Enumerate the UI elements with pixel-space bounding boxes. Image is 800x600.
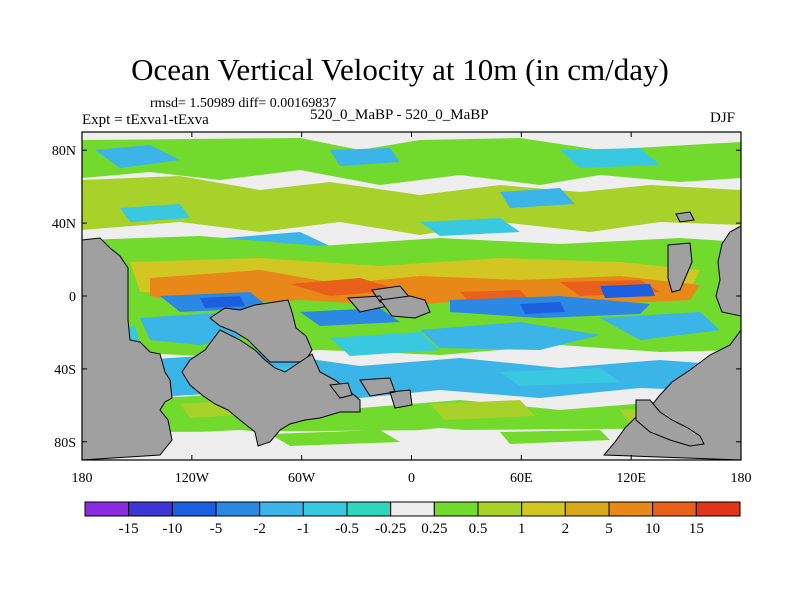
field-south-tropics-cyan [140,312,720,350]
x-tick-label: 60W [288,471,316,486]
land-western-continent [82,237,173,460]
colorbar-label: 1 [518,521,526,537]
y-tick-label: 80S [54,436,76,451]
colorbar-swatch [695,501,741,517]
colorbar-label: -0.5 [335,521,359,537]
colorbar-label: 5 [605,521,613,537]
x-tick-label: 180 [72,471,93,486]
field-equator-blue [160,292,650,326]
colorbar-swatch [433,501,479,517]
field-equator-darkblue [200,284,655,314]
colorbar-label: 2 [562,521,570,537]
colorbar-label: -1 [297,521,310,537]
land-southeast-shelf [635,399,705,447]
land-eastern-peninsula [667,242,693,293]
y-tick-label: 0 [69,290,76,305]
field-band-north-2 [82,176,741,235]
land-north-island [675,211,695,223]
colorbar-label: -15 [119,521,139,537]
field-south-tropics-aqua [100,326,440,356]
colorbar-swatch [215,501,261,517]
stats-label: rmsd= 1.50989 diff= 0.00169837 [150,96,337,111]
colorbar-label: 0.25 [421,521,447,537]
colorbar-swatch [564,501,610,517]
colorbar-swatch [390,501,435,517]
colorbar-swatch [259,501,304,517]
colorbar-label: -0.25 [375,521,406,537]
y-axis: 80N 40N 0 40S 80S [52,144,741,451]
land-eastern-continent [715,225,741,317]
x-tick-label: 0 [408,471,415,486]
x-tick-label: 120W [175,471,210,486]
colorbar-label: 15 [689,521,704,537]
y-tick-label: 40S [54,363,76,378]
case-label: 520_0_MaBP - 520_0_MaBP [310,107,489,123]
colorbar-swatch [521,501,566,517]
colorbar-swatch [84,501,130,517]
x-tick-label: 60E [510,471,533,486]
colorbar-swatch [477,501,523,517]
land-central-south-continent [181,329,361,447]
field-south-yellowgreen [180,400,710,424]
colorbar-swatch [608,501,654,517]
colorbar-label: -2 [253,521,266,537]
experiment-label: Expt = tExva1-tExva [82,112,209,128]
x-tick-label: 120E [616,471,646,486]
x-axis: 180 120W 60W 0 60E 120E 180 [72,132,752,486]
land-mid-island [379,295,431,319]
map-field [82,132,741,460]
season-label: DJF [710,110,736,126]
colorbar-label: -5 [210,521,223,537]
plot-title: Ocean Vertical Velocity at 10m (in cm/da… [131,52,669,87]
colorbar-label: 10 [645,521,660,537]
colorbar-swatch [302,501,348,517]
field-cyan-north [95,145,575,254]
x-tick-label: 180 [731,471,752,486]
colorbar-swatch [652,501,697,517]
land-western-continent-2 [209,299,313,363]
colorbar-label: 0.5 [469,521,488,537]
field-cyan-north-2 [120,148,660,236]
colorbar-swatch [171,501,217,517]
field-equator-red [290,278,660,302]
colorbar-swatch [128,501,173,517]
y-tick-label: 40N [52,217,76,232]
colorbar-swatch [346,501,392,517]
field-south-polar-green [270,430,610,446]
colorbar-label: -10 [162,521,182,537]
colorbar: -15 -10 -5 -2 -1 -0.5 -0.25 0.25 0.5 1 2 5 10 15 [84,501,741,537]
y-tick-label: 80N [52,144,76,159]
